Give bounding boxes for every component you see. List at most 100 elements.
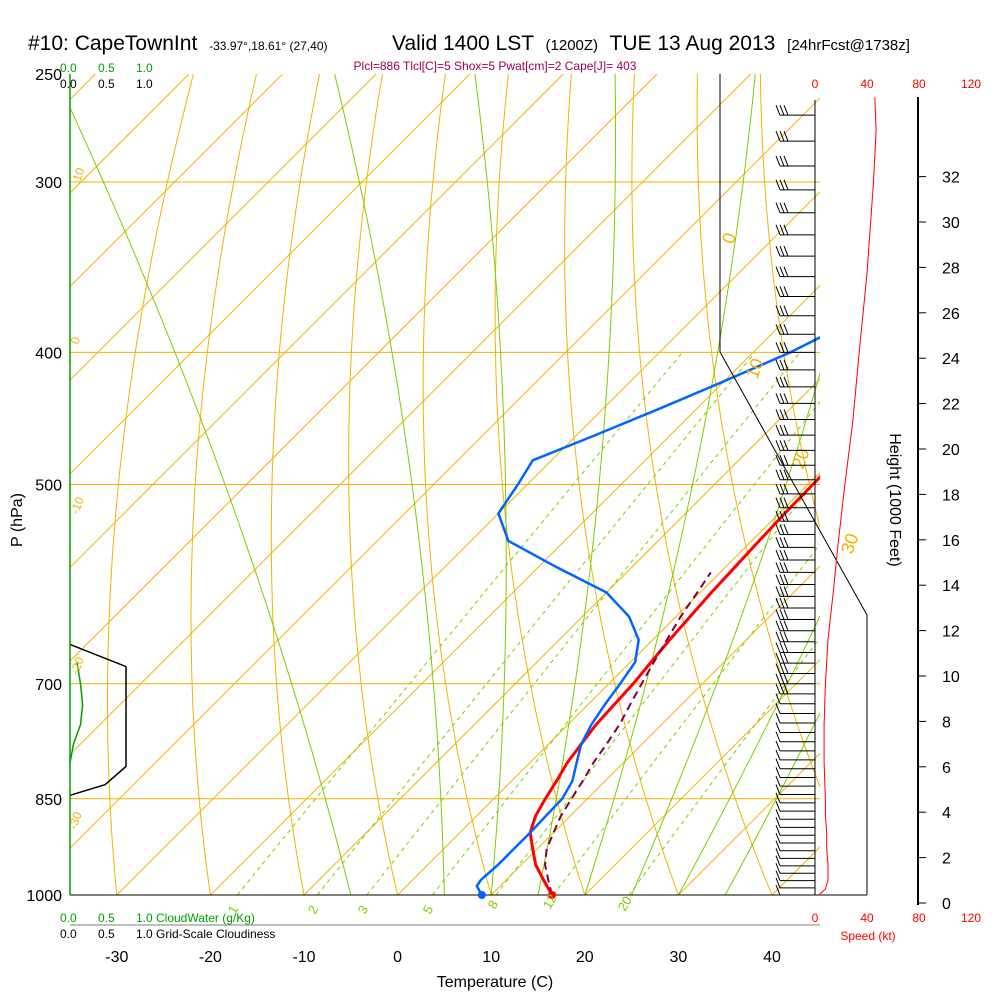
height-tick-label: 26 xyxy=(942,306,960,323)
height-tick-label: 6 xyxy=(942,760,951,777)
dry-adiabat-line xyxy=(270,74,320,895)
wind-barb-flag xyxy=(775,440,781,451)
wind-barb-flag xyxy=(775,455,781,466)
cloudwater-scale-top: 0.0 xyxy=(60,61,77,75)
wind-barb-flag xyxy=(775,877,781,889)
wind-barb-flag xyxy=(775,758,781,769)
svg-text:Valid 1400 LST (1200Z): Valid 1400 LST (1200Z) TUE 13 Aug 2013 [… xyxy=(392,32,910,55)
wind-barb-flag xyxy=(779,376,785,388)
wind-barb-flag xyxy=(779,409,785,420)
wind-barb-flag xyxy=(775,130,781,142)
speed-tick-bottom: 40 xyxy=(860,911,874,925)
wind-barb-flag xyxy=(783,631,789,642)
isotherm-line xyxy=(70,97,820,849)
wind-barb-flag xyxy=(775,652,781,664)
temperature-tick-label: 10 xyxy=(482,949,500,966)
wind-barb-flag xyxy=(783,179,789,191)
isotherm-line xyxy=(70,74,283,288)
wind-barb-flag xyxy=(775,832,781,844)
speed-label: Speed (kt) xyxy=(840,929,895,943)
pressure-tick-label: 250 xyxy=(35,67,62,84)
wind-barb-flag xyxy=(779,652,785,664)
mixing-ratio-label: 5 xyxy=(420,903,437,917)
temperature-axis-label: Temperature (C) xyxy=(437,974,553,991)
cloudiness-label: Grid-Scale Cloudiness xyxy=(156,927,275,941)
wind-barb-flag xyxy=(783,286,789,297)
wind-barb-flag xyxy=(779,497,785,508)
cloudwater-scale-bottom: 0.5 xyxy=(98,911,115,925)
wind-barb-flag xyxy=(775,642,781,653)
wind-barb-flag xyxy=(779,574,785,585)
dry-adiabat-line xyxy=(422,74,492,895)
isotherm-label: -30 xyxy=(66,810,85,831)
speed-tick-top: 120 xyxy=(961,77,981,91)
wind-barb-flag xyxy=(779,642,785,653)
wind-barb-flag xyxy=(779,562,785,573)
height-tick-label: 32 xyxy=(942,170,960,187)
wind-barb-flag xyxy=(775,286,781,297)
dry-adiabat-line xyxy=(823,74,1000,895)
speed-tick-bottom: 120 xyxy=(961,911,981,925)
wind-barb-flag xyxy=(775,597,781,609)
isotherm-line xyxy=(866,74,1000,895)
moist-adiabat-line xyxy=(724,711,820,895)
wind-barb-flag xyxy=(779,155,785,167)
wind-barb-flag xyxy=(775,245,781,257)
moist-adiabat-line xyxy=(334,74,445,895)
wind-barb-flag xyxy=(775,784,781,795)
wind-barb-flag xyxy=(775,722,781,733)
valid-date: TUE 13 Aug 2013 xyxy=(610,32,776,55)
wind-barb-flag xyxy=(783,673,789,684)
svg-text:#10: CapeTownInt -33.97°: #10: CapeTownInt -33.97°,18.61° (27,40) xyxy=(28,32,327,55)
wind-barb-flag xyxy=(775,324,781,335)
wind-barb-flag xyxy=(783,597,789,609)
wind-barb-flag xyxy=(783,469,789,480)
pressure-tick-label: 1000 xyxy=(26,888,62,905)
wind-barb-flag xyxy=(775,809,781,820)
wind-barb-flag xyxy=(783,130,789,142)
wind-barb-flag xyxy=(775,712,781,724)
wind-barb-flag xyxy=(779,609,785,620)
cloudwater-scale-top: 1.0 xyxy=(136,61,153,75)
wind-barb-flag xyxy=(775,800,781,812)
wind-barb-flag xyxy=(779,586,785,597)
mixing-ratio-label: 20 xyxy=(615,893,635,913)
wind-barb-flag xyxy=(775,673,781,684)
wind-barb-flag xyxy=(779,202,785,213)
forecast-info: [24hrFcst@1738z] xyxy=(787,37,910,54)
surface-dewpoint-point xyxy=(477,891,486,899)
speed-tick-bottom: 0 xyxy=(812,911,819,925)
dry-adiabat-line xyxy=(631,74,773,895)
wind-barb-flag xyxy=(775,393,781,404)
isotherm-line xyxy=(210,284,820,895)
wind-barb-flag xyxy=(783,305,789,316)
wind-barb-flag xyxy=(783,245,789,257)
pressure-tick-label: 500 xyxy=(35,478,62,495)
wind-barb-flag xyxy=(783,483,789,495)
cloudwater-scale-bottom: 0.0 xyxy=(60,911,77,925)
wind-barb-flag xyxy=(783,104,789,116)
height-tick-label: 12 xyxy=(942,624,960,641)
wind-barb-flag xyxy=(779,483,785,495)
wind-barb-flag xyxy=(783,424,789,436)
pressure-tick-label: 400 xyxy=(35,345,62,362)
wind-barb-flag xyxy=(775,424,781,436)
wind-barb-flag xyxy=(783,562,789,573)
wind-barb-flag xyxy=(779,663,785,674)
wind-barb-flag xyxy=(775,840,781,851)
wind-barb-flag xyxy=(775,848,781,859)
wind-barb-flag xyxy=(775,870,781,881)
isotherm-line xyxy=(70,74,377,381)
wind-barb-flag xyxy=(775,775,781,787)
cloudiness-profile xyxy=(69,643,127,797)
wind-barb-flag xyxy=(779,324,785,335)
wind-barb-flag xyxy=(783,202,789,213)
wind-barb-flag xyxy=(775,631,781,642)
wind-barb-flag xyxy=(775,767,781,778)
moist-adiabat-line xyxy=(474,74,507,895)
speed-tick-top: 0 xyxy=(812,77,819,91)
cloudwater-scale-top: 0.5 xyxy=(98,61,115,75)
wind-barb-flag xyxy=(779,440,785,451)
isotherm-line xyxy=(397,471,820,895)
